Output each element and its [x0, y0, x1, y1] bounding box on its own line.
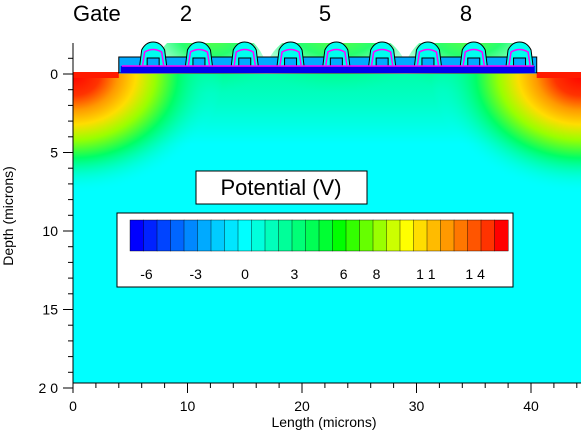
gate-field-contour: [187, 48, 211, 66]
colorbar-swatch: [467, 219, 482, 252]
chart-title: Potential (V): [220, 175, 341, 200]
colorbar-swatch: [480, 219, 496, 252]
y-tick-label: 15: [42, 302, 58, 318]
colorbar-swatch: [345, 219, 361, 252]
y-tick-label: 2 0: [39, 380, 59, 396]
colorbar-swatch: [494, 219, 509, 252]
gate-header: Gate 2 5 8: [73, 1, 472, 26]
x-tick-label: 0: [69, 398, 77, 414]
gate-number: 2: [180, 1, 192, 26]
colorbar-swatch: [156, 219, 172, 252]
colorbar-swatch: [359, 219, 374, 252]
colorbar-swatch: [251, 219, 266, 252]
oxide-base: [120, 66, 535, 73]
title-frame: [195, 170, 368, 205]
colorbar-swatch: [305, 219, 320, 252]
gate-field-contour: [416, 48, 440, 66]
colorbar-tick-label: 8: [373, 266, 381, 282]
colorbar-swatch: [332, 219, 347, 252]
gate-field-contour: [370, 48, 394, 66]
colorbar-swatch: [386, 219, 401, 252]
gate-field-contour: [508, 48, 531, 66]
y-tick-label: 0: [50, 66, 58, 82]
colorbar-swatch: [129, 219, 145, 252]
gate-label: Gate: [73, 1, 121, 26]
colorbar-swatch: [237, 219, 253, 252]
colorbar-tick-label: -6: [140, 266, 153, 282]
colorbar-swatch: [318, 219, 334, 252]
x-tick-label: 30: [409, 398, 425, 414]
x-axis-label: Length (microns): [271, 414, 376, 430]
x-tick-label: 10: [180, 398, 196, 414]
gate-number: 8: [460, 1, 472, 26]
colorbar-swatch: [372, 219, 388, 252]
gate-field-contour: [141, 48, 165, 66]
colorbar-swatch: [197, 219, 212, 252]
left-contact: [73, 72, 119, 78]
potential-well: [265, 43, 408, 122]
colorbar-title: Potential (V): [195, 170, 368, 205]
colorbar-swatch: [170, 219, 185, 252]
colorbar-swatch: [183, 219, 199, 252]
colorbar-swatch: [426, 219, 442, 252]
colorbar-tick-label: 1 4: [465, 266, 485, 282]
colorbar: -6 -3 0 3 6 8 1 1 1 4: [116, 212, 514, 288]
colorbar-swatch: [224, 219, 239, 252]
colorbar-swatch: [278, 219, 293, 252]
gate-number: 5: [319, 1, 331, 26]
colorbar-tick-label: 1 1: [416, 266, 436, 282]
right-contact: [536, 72, 581, 78]
gate-field-contour: [462, 48, 485, 66]
colorbar-swatch: [399, 219, 415, 252]
y-tick-label: 10: [42, 223, 58, 239]
colorbar-tick-label: -3: [190, 266, 203, 282]
gate-structure: [118, 41, 538, 74]
colorbar-swatch: [264, 219, 280, 252]
colorbar-tick-label: 3: [290, 266, 298, 282]
colorbar-tick-label: 0: [241, 266, 249, 282]
gate-field-contour: [233, 48, 256, 66]
y-axis-label: Depth (microns): [0, 166, 16, 266]
right-contact-potential: [431, 74, 581, 194]
gate-field-contour: [279, 48, 302, 66]
colorbar-swatch: [291, 219, 307, 252]
colorbar-tick-label: 6: [340, 266, 348, 282]
colorbar-swatch: [440, 219, 455, 252]
y-tick-label: 5: [50, 145, 58, 161]
colorbar-swatch: [210, 219, 226, 252]
gate-field-contour: [325, 48, 348, 66]
x-tick-label: 20: [294, 398, 310, 414]
colorbar-swatch: [413, 219, 428, 252]
colorbar-swatch: [453, 219, 469, 252]
x-tick-label: 40: [523, 398, 539, 414]
colorbar-swatch: [143, 219, 158, 252]
